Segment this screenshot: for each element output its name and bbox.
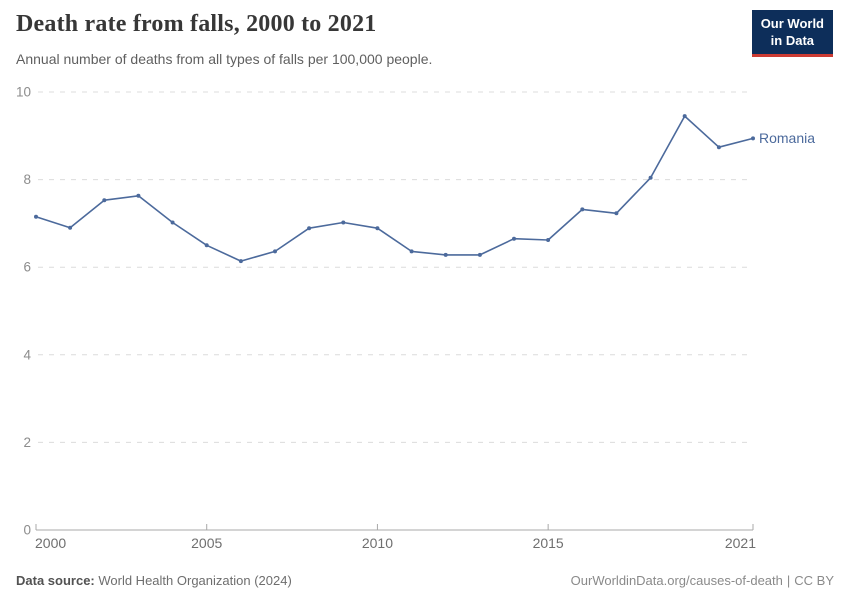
y-axis-label: 10 — [16, 85, 31, 100]
data-point[interactable] — [170, 220, 175, 225]
data-point[interactable] — [238, 259, 243, 264]
y-axis-label: 6 — [23, 260, 31, 275]
y-axis-label: 0 — [23, 523, 31, 538]
data-point[interactable] — [34, 214, 38, 219]
data-point[interactable] — [307, 226, 312, 231]
x-axis-label: 2010 — [362, 535, 393, 551]
data-point[interactable] — [102, 198, 107, 203]
license-link[interactable]: CC BY — [794, 573, 834, 588]
y-axis-label: 8 — [23, 172, 31, 187]
data-point[interactable] — [136, 193, 141, 198]
data-point[interactable] — [204, 243, 209, 248]
logo-line-2: in Data — [770, 32, 815, 48]
data-point[interactable] — [580, 207, 585, 212]
data-point[interactable] — [68, 225, 73, 230]
data-point[interactable] — [375, 226, 380, 231]
data-point[interactable] — [443, 252, 448, 257]
data-source: Data source: World Health Organization (… — [16, 573, 292, 588]
data-point[interactable] — [477, 252, 482, 257]
y-axis-label: 4 — [23, 347, 31, 362]
chart-footer: Data source: World Health Organization (… — [16, 573, 834, 588]
chart-subtitle: Annual number of deaths from all types o… — [16, 51, 433, 67]
line-chart-canvas[interactable]: 0 2 4 6 8 10 2000 2005 2010 2015 2021 Romania — [0, 78, 850, 558]
data-point[interactable] — [614, 211, 619, 216]
x-axis-label: 2000 — [35, 535, 66, 551]
owid-url-link[interactable]: OurWorldinData.org/causes-of-death — [570, 573, 783, 588]
data-point[interactable] — [751, 136, 755, 141]
data-source-value: World Health Organization (2024) — [94, 573, 292, 588]
data-point[interactable] — [648, 175, 653, 180]
data-point[interactable] — [716, 145, 721, 150]
y-axis-label: 2 — [23, 435, 31, 450]
data-point[interactable] — [341, 220, 346, 225]
logo-line-1: Our World — [760, 16, 824, 31]
owid-logo[interactable]: Our World in Data — [751, 10, 833, 57]
data-point[interactable] — [682, 114, 687, 119]
data-point[interactable] — [512, 236, 516, 241]
x-axis-label: 2021 — [725, 535, 756, 551]
data-point[interactable] — [409, 249, 414, 254]
x-axis-label: 2015 — [533, 535, 564, 551]
data-line — [35, 115, 754, 262]
credits-separator: | — [786, 573, 791, 588]
data-point[interactable] — [546, 238, 551, 242]
x-axis-label: 2005 — [191, 535, 222, 551]
data-point[interactable] — [273, 249, 277, 254]
page-title: Death rate from falls, 2000 to 2021 — [16, 11, 377, 37]
series-label[interactable]: Romania — [759, 130, 815, 146]
data-source-label: Data source: — [16, 573, 95, 588]
line-chart-svg[interactable]: 0 2 4 6 8 10 2000 2005 2010 2015 2021 Romania — [0, 78, 850, 558]
credits: OurWorldinData.org/causes-of-death | CC BY — [571, 573, 834, 588]
